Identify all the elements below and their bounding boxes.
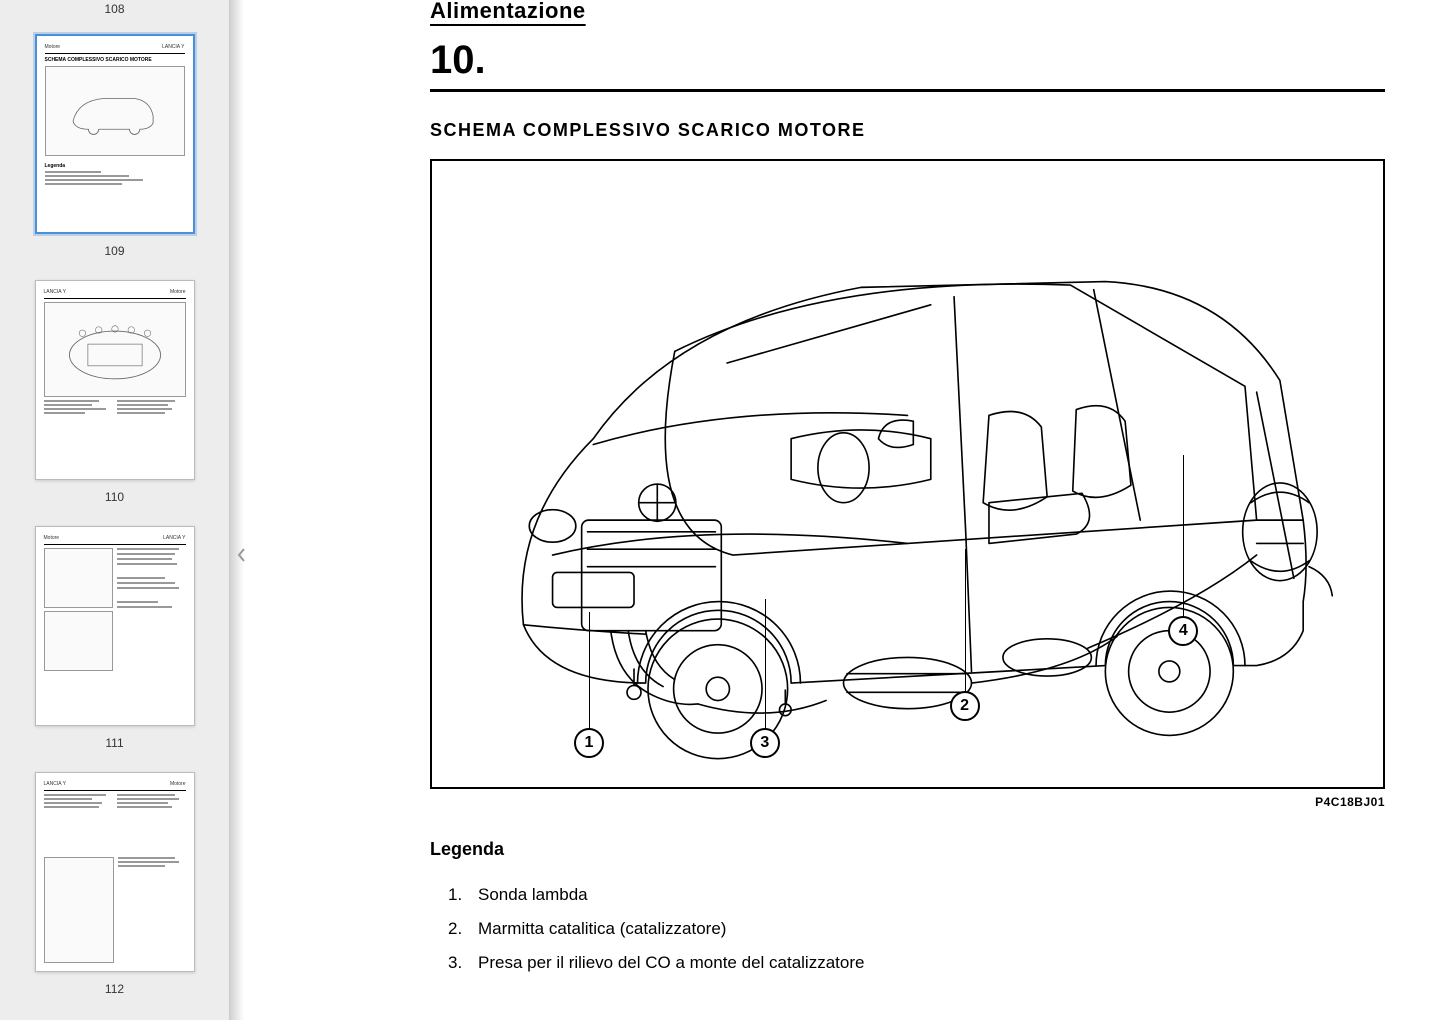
thumbnail-111-wrap: MotoreLANCIA Y 111 (15, 526, 214, 750)
callout-line-4 (1183, 455, 1184, 618)
car-exhaust-diagram (442, 171, 1373, 869)
page-header-title: Alimentazione (430, 0, 1385, 24)
legend-list: 1.Sonda lambda 2.Marmitta catalitica (ca… (430, 878, 1385, 980)
thumbnail-109[interactable]: MotoreLANCIA Y SCHEMA COMPLESSIVO SCARIC… (35, 34, 195, 234)
thumbnail-109-wrap: MotoreLANCIA Y SCHEMA COMPLESSIVO SCARIC… (15, 34, 214, 258)
figure-frame: 1 3 2 4 (430, 159, 1385, 789)
section-number: 10. (430, 38, 1385, 92)
thumb-label-110: 110 (105, 490, 124, 504)
thumb-label-108: 108 (15, 2, 214, 16)
legend-item: 3.Presa per il rilievo del CO a monte de… (448, 946, 1385, 980)
chevron-left-icon (236, 547, 246, 563)
thumb-label-111: 111 (105, 736, 123, 750)
callout-line-2 (965, 549, 966, 693)
callout-line-3 (765, 599, 766, 730)
document-viewport[interactable]: Alimentazione 10. SCHEMA COMPLESSIVO SCA… (230, 0, 1445, 1020)
sidebar-collapse-arrow[interactable] (232, 540, 250, 570)
thumb-label-109: 109 (104, 244, 124, 258)
thumb-mini-figure (45, 66, 185, 156)
callout-line-1 (589, 612, 590, 731)
legend-item: 1.Sonda lambda (448, 878, 1385, 912)
callout-4: 4 (1168, 616, 1198, 646)
thumbnail-110-wrap: LANCIA YMotore 110 (15, 280, 214, 504)
thumb-mini-header: MotoreLANCIA Y (45, 44, 185, 50)
thumbnail-112-wrap: LANCIA YMotore 112 (15, 772, 214, 996)
thumbnail-110[interactable]: LANCIA YMotore (35, 280, 195, 480)
thumbnail-sidebar[interactable]: 108 MotoreLANCIA Y SCHEMA COMPLESSIVO SC… (0, 0, 230, 1020)
page-shadow (230, 0, 244, 1020)
legend-item: 2.Marmitta catalitica (catalizzatore) (448, 912, 1385, 946)
callout-2: 2 (950, 691, 980, 721)
thumb-label-112: 112 (105, 982, 124, 996)
thumb-mini-figure (44, 302, 186, 397)
callout-1: 1 (574, 728, 604, 758)
callout-3: 3 (750, 728, 780, 758)
figure-subtitle: SCHEMA COMPLESSIVO SCARICO MOTORE (430, 120, 1385, 141)
thumbnail-111[interactable]: MotoreLANCIA Y (35, 526, 195, 726)
page-content: Alimentazione 10. SCHEMA COMPLESSIVO SCA… (230, 0, 1445, 1020)
thumbnail-112[interactable]: LANCIA YMotore (35, 772, 195, 972)
